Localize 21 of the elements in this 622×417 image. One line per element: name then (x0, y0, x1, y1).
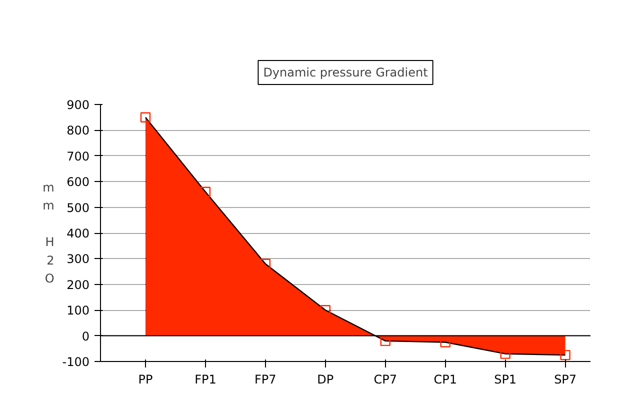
x-tick-label: PP (138, 372, 153, 386)
x-tick-label: SP1 (494, 372, 517, 386)
y-tick-label: 700 (66, 149, 90, 164)
y-tick-label: 400 (66, 226, 90, 240)
x-tick-label: DP (317, 372, 334, 386)
y-tick-label: 0 (82, 329, 90, 344)
x-tick-label: CP1 (434, 372, 457, 386)
text: mm H2O (42, 180, 54, 286)
chart-title: Dynamic pressure Gradient (263, 66, 428, 80)
x-tick-label: FP7 (254, 372, 276, 386)
y-tick-label: 500 (66, 200, 90, 215)
x-tick-label: SP7 (554, 372, 577, 386)
x-tick-label: CP7 (374, 372, 398, 386)
y-tick-label: 200 (66, 278, 90, 292)
y-tick-label: -100 (62, 355, 90, 369)
y-tick-label: 300 (66, 252, 90, 266)
y-tick-label: 900 (66, 98, 90, 112)
x-tick-label: FP1 (194, 372, 216, 386)
y-tick-label: 800 (66, 124, 90, 138)
y-tick-label: 600 (66, 175, 90, 190)
y-tick-label: 100 (66, 304, 90, 318)
